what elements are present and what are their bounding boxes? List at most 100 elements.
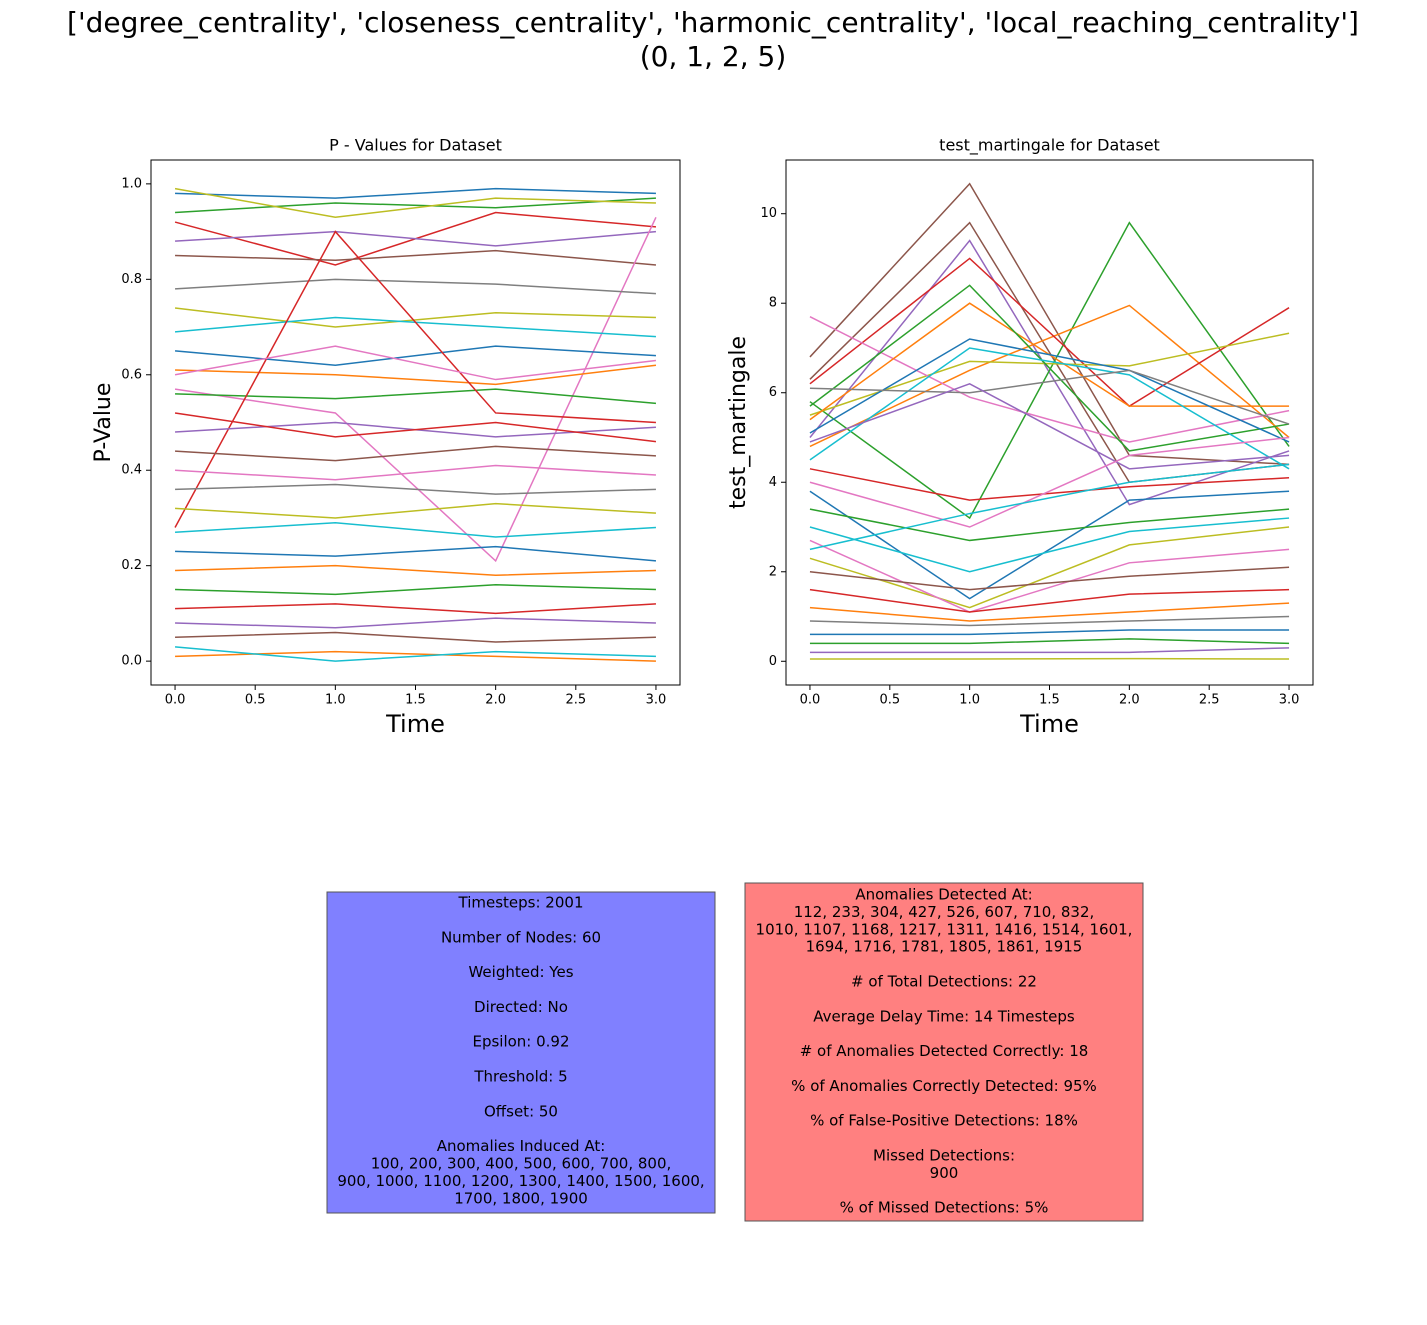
series-line [175, 197, 656, 214]
series-line [175, 187, 656, 199]
series-line [809, 182, 1290, 466]
info-box [744, 882, 1144, 1222]
series-line [809, 239, 1290, 506]
y-tick-label: 4 [769, 475, 777, 490]
series-line [809, 463, 1290, 551]
series-line [175, 584, 656, 596]
series-line [175, 388, 657, 405]
info-text: % of False-Positive Detections: 18% [810, 1112, 1078, 1130]
series-line [809, 338, 1290, 443]
series-line [809, 539, 1290, 613]
y-tick-label: 0.0 [121, 654, 142, 669]
series-line [175, 364, 657, 386]
x-tick-label: 2.0 [485, 693, 506, 708]
x-tick-label: 1.5 [1039, 693, 1060, 708]
series-line [809, 508, 1290, 542]
info-text: % of Missed Detections: 5% [840, 1199, 1049, 1217]
x-tick-label: 1.0 [325, 693, 346, 708]
y-tick-label: 2 [769, 564, 777, 579]
y-tick-label: 0.4 [121, 463, 142, 478]
info-text: Offset: 50 [484, 1102, 558, 1120]
series-line [175, 464, 656, 481]
series-line [809, 566, 1290, 591]
series-line [809, 468, 1290, 501]
series-line [174, 230, 656, 528]
x-tick-label: 2.5 [1199, 693, 1220, 708]
x-tick-label: 0.0 [165, 693, 186, 708]
y-tick-label: 0.8 [121, 272, 142, 287]
info-text: 900, 1000, 1100, 1200, 1300, 1400, 1500,… [337, 1172, 704, 1190]
y-tick-label: 8 [769, 296, 777, 311]
info-text: 1694, 1716, 1781, 1805, 1861, 1915 [806, 938, 1083, 956]
x-tick-label: 0.0 [800, 693, 821, 708]
info-text: Epsilon: 0.92 [472, 1033, 569, 1051]
y-tick-label: 0.2 [121, 558, 142, 573]
series-line [809, 638, 1290, 645]
info-text: Directed: No [474, 998, 568, 1016]
info-text: Threshold: 5 [473, 1068, 567, 1086]
series-line [809, 517, 1290, 573]
series-line [174, 412, 657, 443]
series-line [809, 526, 1290, 609]
series-line [174, 345, 656, 366]
series-line [174, 345, 657, 381]
series-line [809, 221, 1290, 520]
series-line [175, 545, 657, 562]
y-tick-label: 6 [769, 385, 777, 400]
series-line [175, 521, 656, 538]
series-line [174, 646, 656, 662]
series-line [809, 615, 1290, 627]
info-text: Number of Nodes: 60 [441, 928, 601, 946]
series-line [175, 230, 657, 247]
series-line [174, 187, 656, 219]
x-tick-label: 1.0 [959, 693, 980, 708]
series-line [809, 382, 1290, 470]
series-line [175, 617, 656, 629]
y-tick-label: 0 [769, 654, 777, 669]
series-line [809, 647, 1290, 654]
info-text: 100, 200, 300, 400, 500, 600, 700, 800, [371, 1155, 672, 1173]
plot-lines [809, 182, 1290, 660]
series-line [175, 564, 656, 576]
series-line [175, 631, 656, 643]
series-line [809, 629, 1290, 636]
info-text: Average Delay Time: 14 Timesteps [813, 1007, 1075, 1025]
y-axis-label: test_martingale [726, 336, 751, 509]
series-line [809, 257, 1290, 408]
x-tick-label: 3.0 [646, 693, 667, 708]
plot-lines [174, 187, 657, 662]
series-line [175, 502, 656, 519]
series-line [809, 490, 1290, 600]
info-text: # of Anomalies Detected Correctly: 18 [800, 1042, 1089, 1060]
info-box [326, 891, 716, 1214]
info-text: 112, 233, 304, 427, 526, 607, 710, 832, [794, 903, 1095, 921]
axes-title: P - Values for Dataset [329, 136, 502, 155]
info-text: 1700, 1800, 1900 [454, 1189, 588, 1207]
series-line [809, 304, 1290, 448]
series-line [175, 278, 656, 295]
series-line [174, 307, 656, 328]
series-line [175, 445, 656, 462]
series-line [809, 284, 1290, 452]
axes-title: test_martingale for Dataset [939, 136, 1160, 156]
info-text: # of Total Detections: 22 [851, 973, 1037, 991]
series-line [175, 249, 657, 266]
x-tick-label: 3.0 [1279, 693, 1300, 708]
info-text: Timesteps: 2001 [458, 894, 584, 912]
x-tick-label: 0.5 [245, 693, 266, 708]
info-text: 1010, 1107, 1168, 1217, 1311, 1416, 1514… [756, 920, 1133, 938]
x-axis-label: Time [385, 710, 445, 738]
series-line [175, 603, 656, 615]
info-text: Anomalies Detected At: [855, 886, 1032, 904]
info-text: Weighted: Yes [468, 963, 573, 981]
suptitle: ['degree_centrality', 'closeness_central… [67, 6, 1359, 39]
info-text: % of Anomalies Correctly Detected: 95% [791, 1077, 1097, 1095]
series-line [175, 483, 656, 495]
y-axis-label: P-Value [91, 383, 116, 463]
x-tick-label: 2.0 [1119, 693, 1140, 708]
info-text: 900 [930, 1164, 959, 1182]
series-line [809, 369, 1290, 425]
x-tick-label: 0.5 [879, 693, 900, 708]
series-line [809, 588, 1290, 613]
